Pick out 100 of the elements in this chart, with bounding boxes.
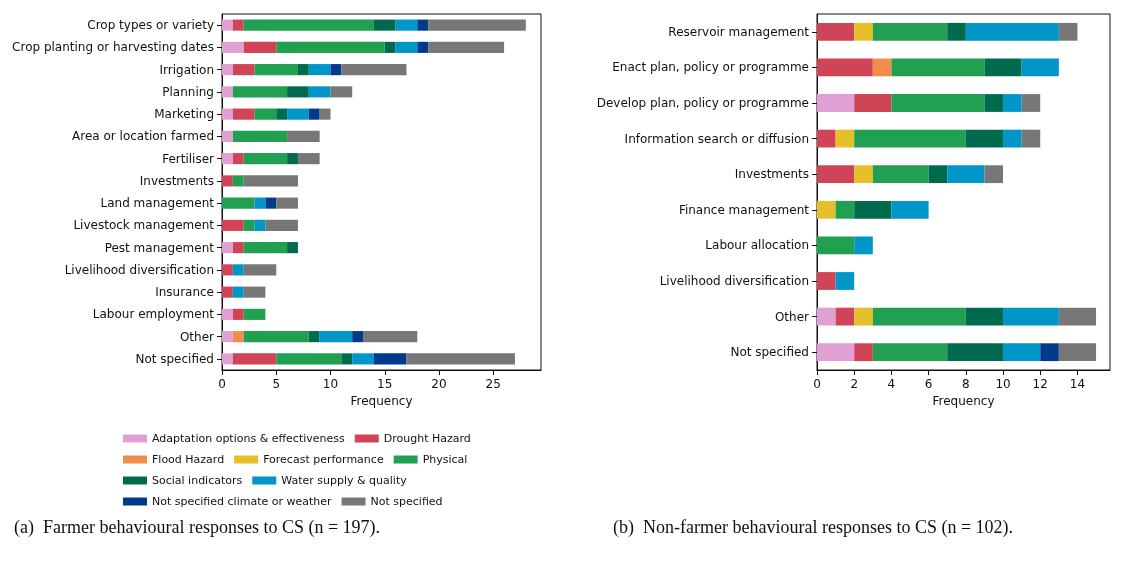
bar — [243, 153, 288, 165]
bar — [417, 19, 429, 31]
bar — [417, 41, 429, 53]
bar — [965, 307, 1004, 326]
x-tick-label: 25 — [485, 377, 501, 391]
bar — [817, 272, 836, 290]
bar — [984, 94, 1004, 112]
bar — [1003, 343, 1041, 362]
x-tick-label: 5 — [272, 377, 281, 391]
y-tick-label: Not specified — [135, 351, 214, 366]
bar — [308, 86, 331, 98]
bar — [308, 331, 320, 343]
bar — [222, 19, 233, 31]
bar — [276, 197, 298, 209]
bar — [222, 353, 233, 365]
bar — [308, 64, 331, 76]
bar — [428, 41, 505, 53]
x-tick-label: 10 — [995, 377, 1011, 391]
bar — [265, 219, 298, 231]
y-tick-label: Area or location farmed — [72, 129, 214, 144]
y-tick-label: Not specified — [730, 345, 809, 360]
bar — [232, 308, 244, 320]
bar — [308, 108, 320, 120]
y-tick-label: Fertiliser — [162, 151, 215, 166]
bar — [891, 94, 985, 112]
bar — [854, 343, 873, 362]
bar — [872, 307, 966, 326]
legend-label: Physical — [422, 453, 468, 466]
bar — [330, 64, 342, 76]
bar — [1058, 343, 1097, 362]
bar — [222, 286, 233, 298]
bar — [891, 200, 929, 219]
y-tick-label: Investments — [139, 173, 214, 188]
bar — [947, 343, 1004, 362]
bar — [232, 19, 244, 31]
bar — [928, 165, 948, 184]
y-tick-label: Labour allocation — [705, 238, 809, 253]
x-tick-label: 20 — [431, 377, 447, 391]
legend-label: Not specified — [370, 495, 443, 508]
bar — [947, 22, 966, 41]
legend-label: Social indicators — [152, 474, 243, 487]
x-axis-title: Frequency — [350, 393, 413, 408]
bar — [817, 58, 873, 77]
bar — [1021, 129, 1041, 148]
bar — [872, 58, 892, 77]
bar — [341, 64, 407, 76]
bar — [232, 353, 277, 365]
bar — [835, 272, 855, 290]
bar — [965, 129, 1004, 148]
bar — [363, 331, 418, 343]
bar — [1040, 343, 1059, 362]
bar — [1058, 307, 1097, 326]
bar — [352, 331, 364, 343]
bar — [232, 242, 244, 254]
bar — [254, 197, 266, 209]
bar — [276, 353, 342, 365]
bar — [222, 175, 233, 187]
bar — [287, 153, 298, 165]
bar — [891, 58, 985, 77]
bar — [222, 108, 233, 120]
bar — [854, 307, 873, 326]
x-tick-label: 4 — [887, 377, 896, 391]
y-tick-label: Other — [774, 309, 810, 324]
bar — [243, 242, 288, 254]
x-tick-label: 14 — [1069, 377, 1086, 391]
bar — [835, 200, 855, 219]
y-tick-label: Reservoir management — [668, 24, 810, 39]
bar — [222, 308, 233, 320]
bar — [395, 19, 418, 31]
bar — [297, 153, 320, 165]
y-tick-label: Crop planting or harvesting dates — [12, 40, 214, 55]
bar — [817, 307, 836, 326]
bar — [984, 165, 1004, 184]
bar — [854, 236, 873, 255]
bar — [872, 22, 948, 41]
bar — [287, 108, 309, 120]
bar — [222, 130, 233, 142]
y-tick-label: Labour employment — [92, 307, 215, 322]
bar — [243, 175, 298, 187]
y-tick-label: Crop types or variety — [87, 18, 214, 33]
y-tick-label: Land management — [100, 196, 215, 211]
bar — [854, 165, 873, 184]
bar — [817, 236, 855, 255]
bar — [232, 286, 244, 298]
bar — [243, 219, 255, 231]
bar — [287, 130, 320, 142]
bar — [287, 242, 298, 254]
bar — [947, 165, 985, 184]
x-tick-label: 8 — [962, 377, 970, 391]
bar — [276, 41, 385, 53]
text: (b) Non-farmer behavioural responses to CS (n = 102). — [613, 517, 1014, 538]
bar — [232, 108, 255, 120]
y-tick-label: Marketing — [154, 107, 214, 122]
bar — [243, 331, 309, 343]
bar — [232, 86, 288, 98]
bar — [1058, 22, 1078, 41]
x-tick-label: 0 — [813, 377, 821, 391]
bar — [854, 94, 892, 112]
bar — [276, 108, 288, 120]
bar — [243, 286, 266, 298]
